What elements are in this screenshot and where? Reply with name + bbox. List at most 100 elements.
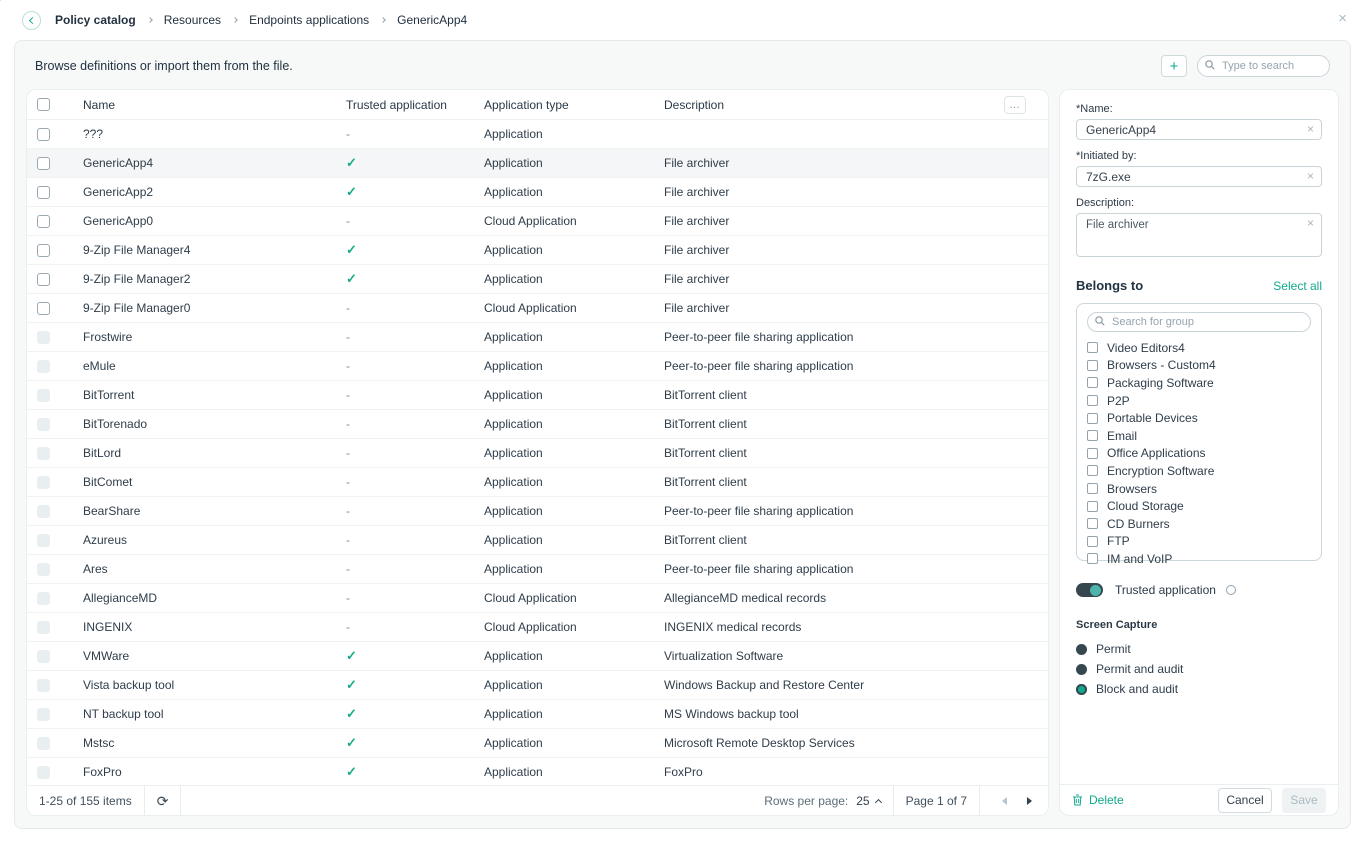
clear-description-icon[interactable]: × xyxy=(1306,216,1314,230)
group-checkbox[interactable] xyxy=(1087,553,1098,565)
group-checkbox[interactable] xyxy=(1087,535,1098,547)
name-field[interactable] xyxy=(1076,119,1322,140)
row-checkbox[interactable] xyxy=(37,620,50,634)
breadcrumb-endpoints-applications[interactable]: Endpoints applications xyxy=(249,13,370,27)
table-row[interactable]: BitLord ✓- Application BitTorrent client xyxy=(27,439,1048,468)
search-input[interactable] xyxy=(1197,55,1330,77)
description-field[interactable]: File archiver xyxy=(1076,213,1322,257)
screen-capture-option[interactable]: Permit and audit xyxy=(1076,659,1322,679)
group-item[interactable]: Portable Devices xyxy=(1087,409,1311,427)
delete-button[interactable]: Delete xyxy=(1072,793,1124,807)
row-checkbox[interactable] xyxy=(37,272,50,286)
table-row[interactable]: 9-Zip File Manager4 ✓- Application File … xyxy=(27,236,1048,265)
column-settings-button[interactable]: … xyxy=(1004,95,1026,114)
table-row[interactable]: Frostwire ✓- Application Peer-to-peer fi… xyxy=(27,323,1048,352)
group-item[interactable]: Browsers xyxy=(1087,480,1311,498)
group-item[interactable]: Video Editors4 xyxy=(1087,339,1311,357)
group-checkbox[interactable] xyxy=(1087,359,1098,371)
table-row[interactable]: 9-Zip File Manager0 ✓- Cloud Application… xyxy=(27,294,1048,323)
row-checkbox[interactable] xyxy=(37,243,50,257)
group-item[interactable]: FTP xyxy=(1087,533,1311,551)
table-row[interactable]: 9-Zip File Manager2 ✓- Application File … xyxy=(27,265,1048,294)
info-icon[interactable] xyxy=(1225,585,1236,595)
column-header-description[interactable]: Description xyxy=(664,97,725,112)
group-item[interactable]: Cloud Storage xyxy=(1087,497,1311,515)
screen-capture-option[interactable]: Block and audit xyxy=(1076,679,1322,699)
table-row[interactable]: INGENIX ✓- Cloud Application INGENIX med… xyxy=(27,613,1048,642)
row-checkbox[interactable] xyxy=(37,301,50,315)
row-checkbox[interactable] xyxy=(37,446,50,460)
column-header-name[interactable]: Name xyxy=(83,97,116,112)
group-checkbox[interactable] xyxy=(1087,430,1098,442)
refresh-icon[interactable]: ⟳ xyxy=(156,792,169,809)
trusted-application-toggle[interactable] xyxy=(1076,583,1103,597)
radio-icon[interactable] xyxy=(1076,683,1087,695)
table-row[interactable]: NT backup tool ✓- Application MS Windows… xyxy=(27,700,1048,729)
row-checkbox[interactable] xyxy=(37,533,50,547)
rows-per-page-select[interactable]: 25 xyxy=(856,794,882,808)
row-checkbox[interactable] xyxy=(37,475,50,489)
table-row[interactable]: VMWare ✓- Application Virtualization Sof… xyxy=(27,642,1048,671)
row-checkbox[interactable] xyxy=(37,330,50,344)
row-checkbox[interactable] xyxy=(37,707,50,721)
group-item[interactable]: IM and VoIP xyxy=(1087,550,1311,568)
table-row[interactable]: AllegianceMD ✓- Cloud Application Allegi… xyxy=(27,584,1048,613)
row-checkbox[interactable] xyxy=(37,649,50,663)
add-definition-button[interactable]: + xyxy=(1161,55,1187,77)
group-checkbox[interactable] xyxy=(1087,483,1098,495)
row-checkbox[interactable] xyxy=(37,127,50,141)
row-checkbox[interactable] xyxy=(37,388,50,402)
group-checkbox[interactable] xyxy=(1087,518,1098,530)
previous-page-button[interactable] xyxy=(992,796,1016,805)
group-item[interactable]: Office Applications xyxy=(1087,445,1311,463)
row-checkbox[interactable] xyxy=(37,504,50,518)
row-checkbox[interactable] xyxy=(37,359,50,373)
group-checkbox[interactable] xyxy=(1087,342,1098,354)
group-checkbox[interactable] xyxy=(1087,412,1098,424)
group-item[interactable]: Packaging Software xyxy=(1087,374,1311,392)
table-row[interactable]: GenericApp0 ✓- Cloud Application File ar… xyxy=(27,207,1048,236)
table-row[interactable]: GenericApp4 ✓- Application File archiver xyxy=(27,149,1048,178)
group-item[interactable]: Browsers - Custom4 xyxy=(1087,357,1311,375)
table-row[interactable]: Azureus ✓- Application BitTorrent client xyxy=(27,526,1048,555)
table-row[interactable]: eMule ✓- Application Peer-to-peer file s… xyxy=(27,352,1048,381)
table-row[interactable]: GenericApp2 ✓- Application File archiver xyxy=(27,178,1048,207)
table-row[interactable]: BearShare ✓- Application Peer-to-peer fi… xyxy=(27,497,1048,526)
row-checkbox[interactable] xyxy=(37,736,50,750)
next-page-button[interactable] xyxy=(1016,796,1040,805)
table-row[interactable]: FoxPro ✓- Application FoxPro xyxy=(27,758,1048,785)
row-checkbox[interactable] xyxy=(37,678,50,692)
column-header-type[interactable]: Application type xyxy=(484,97,569,112)
group-item[interactable]: Email xyxy=(1087,427,1311,445)
table-row[interactable]: Mstsc ✓- Application Microsoft Remote De… xyxy=(27,729,1048,758)
group-checkbox[interactable] xyxy=(1087,500,1098,512)
table-row[interactable]: BitComet ✓- Application BitTorrent clien… xyxy=(27,468,1048,497)
radio-icon[interactable] xyxy=(1076,643,1087,655)
group-search-input[interactable] xyxy=(1087,312,1311,332)
clear-name-icon[interactable]: × xyxy=(1306,122,1314,136)
table-row[interactable]: BitTorenado ✓- Application BitTorrent cl… xyxy=(27,410,1048,439)
select-all-link[interactable]: Select all xyxy=(1273,278,1322,293)
table-row[interactable]: Vista backup tool ✓- Application Windows… xyxy=(27,671,1048,700)
row-checkbox[interactable] xyxy=(37,417,50,431)
initiated-by-field[interactable] xyxy=(1076,166,1322,187)
table-row[interactable]: Ares ✓- Application Peer-to-peer file sh… xyxy=(27,555,1048,584)
table-row[interactable]: ??? ✓- Application xyxy=(27,120,1048,149)
row-checkbox[interactable] xyxy=(37,214,50,228)
row-checkbox[interactable] xyxy=(37,765,50,779)
radio-icon[interactable] xyxy=(1076,663,1087,675)
breadcrumb-resources[interactable]: Resources xyxy=(163,13,222,27)
close-icon[interactable]: × xyxy=(1338,10,1347,27)
column-header-trusted[interactable]: Trusted application xyxy=(346,97,447,112)
row-checkbox[interactable] xyxy=(37,591,50,605)
table-row[interactable]: BitTorrent ✓- Application BitTorrent cli… xyxy=(27,381,1048,410)
group-checkbox[interactable] xyxy=(1087,377,1098,389)
screen-capture-option[interactable]: Permit xyxy=(1076,639,1322,659)
group-checkbox[interactable] xyxy=(1087,395,1098,407)
row-checkbox[interactable] xyxy=(37,156,50,170)
cancel-button[interactable]: Cancel xyxy=(1218,787,1272,813)
group-item[interactable]: P2P xyxy=(1087,392,1311,410)
breadcrumb-policy-catalog[interactable]: Policy catalog xyxy=(55,13,136,27)
group-checkbox[interactable] xyxy=(1087,447,1098,459)
select-all-checkbox[interactable] xyxy=(37,98,50,111)
